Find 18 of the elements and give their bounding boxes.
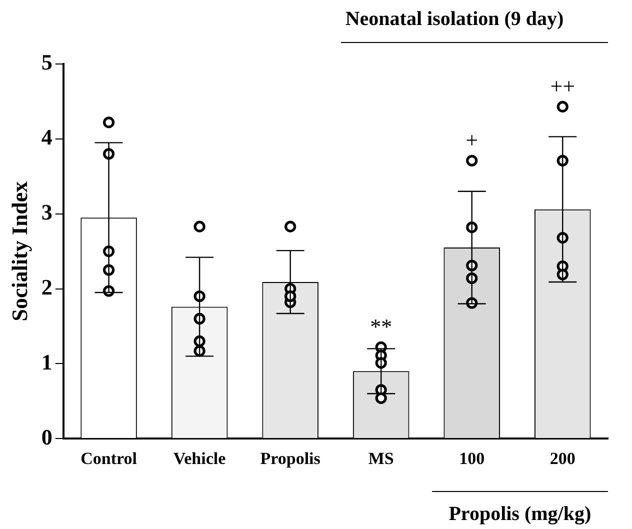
y-tick-label: 0 bbox=[41, 424, 52, 450]
x-tick-label: 200 bbox=[550, 449, 576, 468]
y-tick-label: 4 bbox=[41, 124, 52, 150]
x-tick-label: MS bbox=[368, 449, 394, 468]
y-tick-label: 5 bbox=[41, 50, 52, 75]
y-tick-label: 3 bbox=[41, 200, 52, 225]
x-tick-label: Control bbox=[80, 449, 138, 468]
text: Neonatal isolation (9 day) bbox=[345, 8, 564, 31]
x-tick-label: Propolis bbox=[260, 449, 321, 468]
annotation: ** bbox=[370, 314, 392, 339]
x-tick-label: Vehicle bbox=[173, 449, 226, 468]
x-tick-label: 100 bbox=[459, 449, 485, 468]
text: Propolis (mg/kg) bbox=[448, 502, 592, 526]
y-axis-title: Sociality Index bbox=[6, 181, 32, 322]
y-tick-label: 2 bbox=[41, 274, 52, 300]
y-tick-label: 1 bbox=[41, 349, 52, 374]
annotation: ++ bbox=[550, 73, 576, 98]
annotation: + bbox=[466, 127, 478, 152]
